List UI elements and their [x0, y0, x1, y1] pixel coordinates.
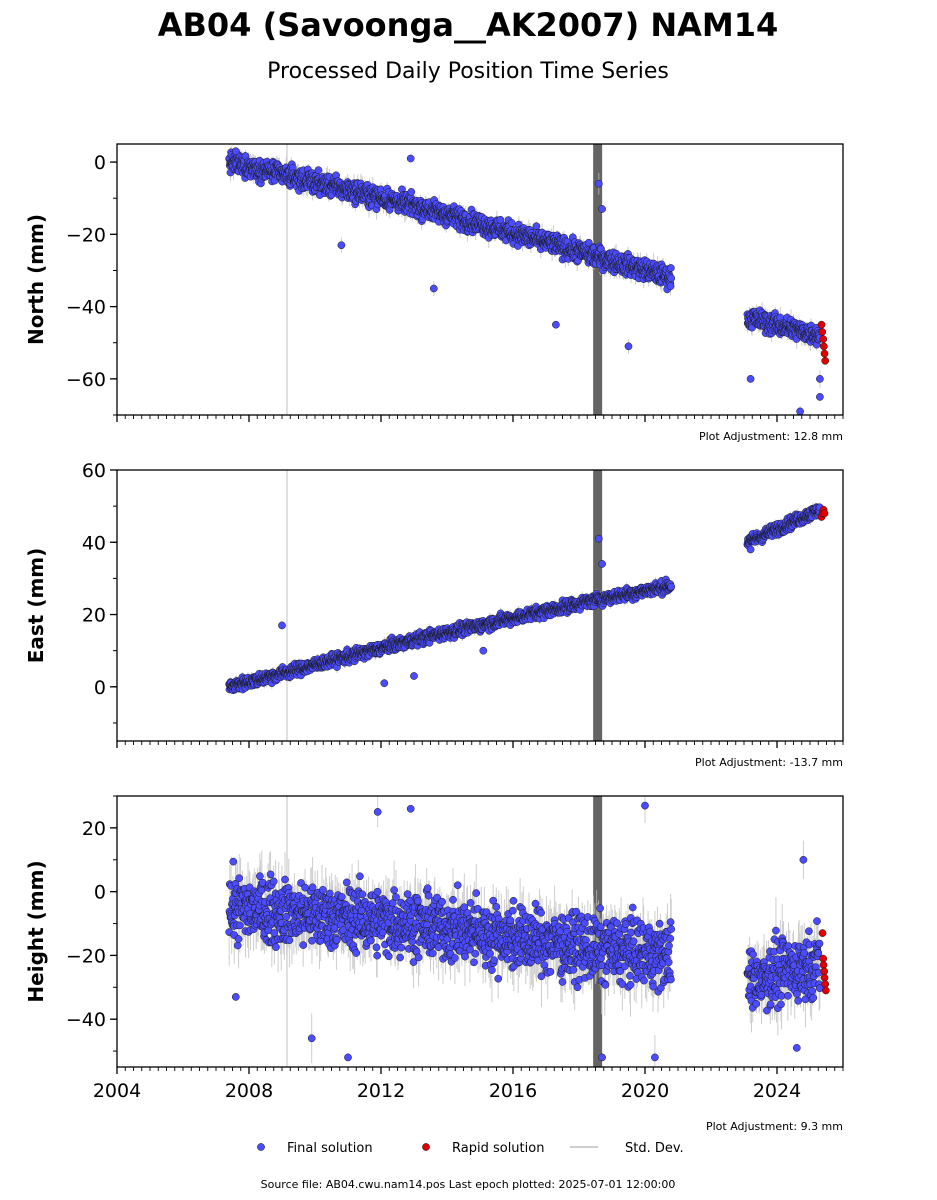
final-point	[314, 166, 323, 175]
final-point	[337, 241, 346, 250]
rapid-point	[820, 342, 828, 351]
y-axis: 0 −20 −40 −60	[66, 152, 117, 416]
final-point	[429, 284, 438, 293]
final-point	[816, 375, 824, 383]
plot-area	[225, 144, 830, 415]
rapid-point	[818, 328, 827, 336]
x-axis	[116, 415, 844, 422]
final-points	[225, 503, 824, 695]
panel-north: 0 −20 −40 −60 North (mm) Plot Adjustment: 12.…	[24, 143, 844, 443]
chart-subtitle: Processed Daily Position Time Series	[267, 59, 669, 84]
final-point	[667, 274, 676, 283]
final-point	[667, 264, 675, 272]
panels: 0 −20 −40 −60 North (mm) Plot Adjustment: 12.…	[24, 143, 844, 1133]
plot-area	[225, 470, 829, 741]
rapid-point	[817, 320, 826, 329]
final-point	[624, 342, 633, 351]
y-axis-label: North (mm)	[24, 214, 48, 345]
rapid-point	[821, 356, 830, 365]
final-point	[594, 179, 603, 188]
final-point	[796, 407, 804, 415]
rapid-point	[820, 349, 829, 358]
final-point	[496, 215, 505, 224]
final-point	[598, 205, 606, 213]
chart-title: AB04 (Savoonga__AK2007) NAM14	[158, 6, 779, 44]
final-point	[746, 375, 755, 383]
final-point	[231, 147, 240, 156]
y-tick-label: −40	[66, 297, 106, 319]
rapid-point	[819, 335, 828, 343]
final-point	[816, 393, 824, 401]
final-point	[507, 219, 516, 227]
final-point	[407, 188, 416, 196]
rapid-points	[817, 320, 830, 365]
final-point	[666, 282, 675, 291]
final-points	[225, 147, 824, 415]
final-point	[406, 154, 415, 163]
gap-band	[593, 144, 603, 415]
y-tick-label: −60	[66, 369, 106, 391]
final-point	[552, 320, 560, 329]
plot-frame	[116, 143, 844, 416]
final-point	[667, 582, 676, 591]
plot-adjustment: Plot Adjustment: 12.8 mm	[699, 430, 843, 443]
final-point	[532, 222, 541, 231]
y-tick-label: 0	[94, 152, 106, 174]
y-tick-label: −20	[66, 224, 106, 246]
